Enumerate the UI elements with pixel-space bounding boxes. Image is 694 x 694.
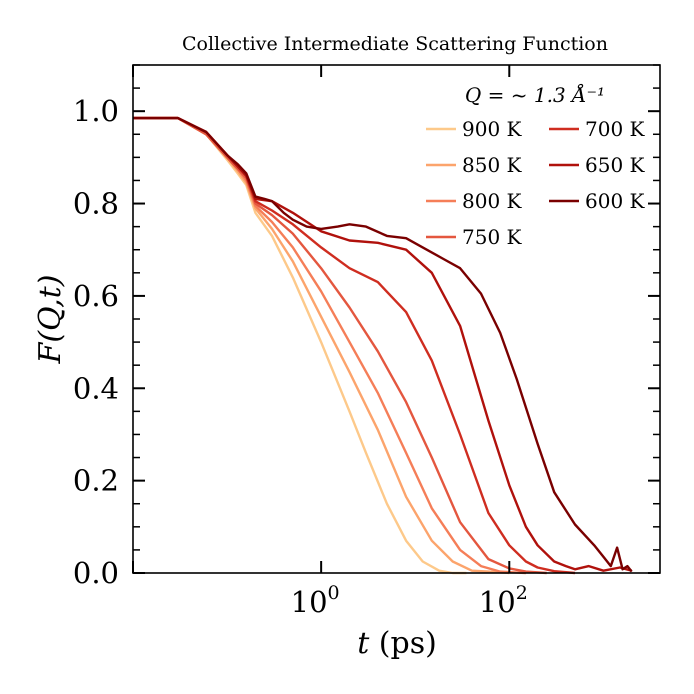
y-tick-label: 0.8 xyxy=(73,187,119,221)
ticks xyxy=(132,64,660,574)
y-tick-label: 0.0 xyxy=(73,556,119,590)
tick-labels: 0.0 0.2 0.4 0.6 0.8 1.0 100 102 xyxy=(73,94,528,619)
series-line-650-K xyxy=(133,116,633,572)
series-line-750-K xyxy=(133,116,547,575)
legend-label: 750 K xyxy=(462,225,523,249)
y-axis-label: F(Q,t) xyxy=(33,275,68,365)
x-tick-label: 100 xyxy=(291,582,340,619)
legend: Q = ~ 1.3 Å⁻¹ 900 K 850 K 800 K 750 K 700 K 6… xyxy=(426,82,646,249)
y-tick-label: 1.0 xyxy=(73,94,119,128)
y-tick-label: 0.4 xyxy=(73,371,119,405)
legend-label: 900 K xyxy=(462,117,523,141)
y-tick-label: 0.2 xyxy=(73,464,119,498)
legend-label: 600 K xyxy=(585,189,646,213)
series-line-900-K xyxy=(133,116,467,575)
series-line-700-K xyxy=(133,116,576,575)
legend-label: 800 K xyxy=(462,189,523,213)
y-tick-label: 0.6 xyxy=(73,279,119,313)
legend-title: Q = ~ 1.3 Å⁻¹ xyxy=(465,82,605,107)
x-tick-label: 102 xyxy=(479,582,528,619)
legend-label: 650 K xyxy=(585,153,646,177)
chart-title: Collective Intermediate Scattering Funct… xyxy=(182,33,608,55)
series-line-600-K xyxy=(133,116,633,573)
x-axis-label: t (ps) xyxy=(357,626,437,661)
legend-label: 850 K xyxy=(462,153,523,177)
plot-lines xyxy=(133,116,633,575)
legend-label: 700 K xyxy=(585,117,646,141)
